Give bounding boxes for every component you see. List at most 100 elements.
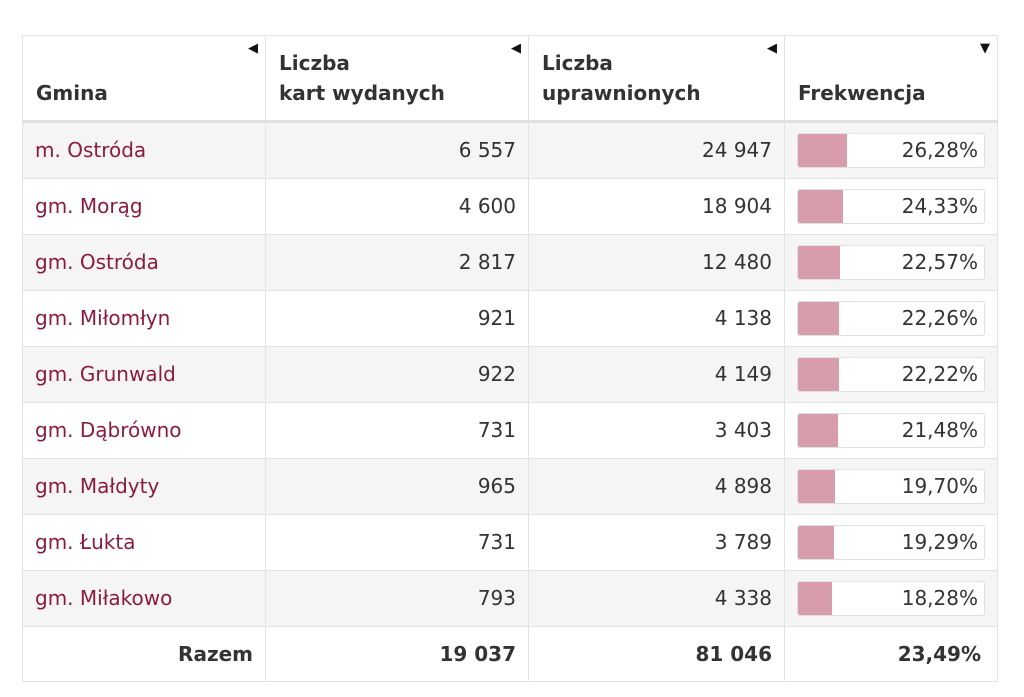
cell-uprawnieni: 18 904 [528,178,785,235]
column-header-uprawnieni[interactable]: Liczba uprawnionych ◀ [528,35,785,123]
turnout-value: 26,28% [901,138,978,162]
header-row: Gmina ◀ Liczba kart wydanych ◀ Liczba up… [22,35,998,123]
turnout-bar-fill [798,302,840,335]
gmina-link[interactable]: gm. Morąg [35,194,143,218]
turnout-bar-fill [798,134,847,167]
cell-frekwencja: 22,22% [784,346,998,403]
cell-gmina: gm. Miłomłyn [22,290,266,347]
cell-karty: 922 [265,346,529,403]
cell-uprawnieni: 4 338 [528,570,785,627]
cell-uprawnieni: 12 480 [528,234,785,291]
turnout-bar: 22,22% [797,357,985,392]
cell-frekwencja: 19,70% [784,458,998,515]
table-row: gm. Miłomłyn 921 4 138 22,26% [22,290,998,347]
turnout-bar: 21,48% [797,413,985,448]
column-header-label: Liczba kart wydanych [279,51,445,105]
cell-gmina: gm. Małdyty [22,458,266,515]
triangle-left-icon: ◀ [767,41,777,56]
cell-frekwencja: 26,28% [784,121,998,179]
triangle-left-icon: ◀ [248,41,258,56]
gmina-link[interactable]: gm. Miłakowo [35,586,173,610]
cell-karty: 965 [265,458,529,515]
cell-frekwencja: 21,48% [784,402,998,459]
turnout-value: 24,33% [901,194,978,218]
gmina-link[interactable]: gm. Łukta [35,530,136,554]
cell-karty: 6 557 [265,121,529,179]
cell-uprawnieni: 4 138 [528,290,785,347]
gmina-link[interactable]: m. Ostróda [35,138,147,162]
cell-frekwencja: 24,33% [784,178,998,235]
totals-karty: 19 037 [265,626,529,682]
totals-frekwencja: 23,49% [784,626,998,682]
turnout-bar: 22,26% [797,301,985,336]
turnout-value: 21,48% [901,418,978,442]
table-body: m. Ostróda 6 557 24 947 26,28% gm. Morąg 4 60… [22,121,998,627]
turnout-bar-fill [798,470,835,503]
cell-karty: 4 600 [265,178,529,235]
cell-uprawnieni: 4 149 [528,346,785,403]
turnout-value: 19,29% [901,530,978,554]
column-header-label: Frekwencja [798,81,926,105]
triangle-down-icon: ▼ [980,41,990,56]
cell-gmina: gm. Grunwald [22,346,266,403]
cell-gmina: gm. Dąbrówno [22,402,266,459]
cell-karty: 921 [265,290,529,347]
totals-uprawnieni: 81 046 [528,626,785,682]
totals-row: Razem 19 037 81 046 23,49% [22,626,998,682]
table-row: gm. Ostróda 2 817 12 480 22,57% [22,234,998,291]
column-header-gmina[interactable]: Gmina ◀ [22,35,266,123]
table-row: gm. Małdyty 965 4 898 19,70% [22,458,998,515]
turnout-bar-fill [798,246,840,279]
gmina-link[interactable]: gm. Małdyty [35,474,160,498]
turnout-value: 22,22% [901,362,978,386]
gmina-link[interactable]: gm. Ostróda [35,250,159,274]
cell-gmina: gm. Miłakowo [22,570,266,627]
cell-frekwencja: 22,57% [784,234,998,291]
gmina-link[interactable]: gm. Dąbrówno [35,418,182,442]
table-row: gm. Grunwald 922 4 149 22,22% [22,346,998,403]
turnout-bar-fill [798,414,838,447]
cell-karty: 731 [265,402,529,459]
cell-gmina: gm. Łukta [22,514,266,571]
table-row: gm. Łukta 731 3 789 19,29% [22,514,998,571]
turnout-bar-fill [798,358,840,391]
cell-frekwencja: 22,26% [784,290,998,347]
table-row: gm. Miłakowo 793 4 338 18,28% [22,570,998,627]
column-header-karty[interactable]: Liczba kart wydanych ◀ [265,35,529,123]
cell-karty: 793 [265,570,529,627]
table-header: Gmina ◀ Liczba kart wydanych ◀ Liczba up… [22,35,998,123]
turnout-bar-fill [798,526,834,559]
table-row: gm. Morąg 4 600 18 904 24,33% [22,178,998,235]
gmina-link[interactable]: gm. Grunwald [35,362,176,386]
cell-gmina: gm. Ostróda [22,234,266,291]
turnout-value: 18,28% [901,586,978,610]
table-footer: Razem 19 037 81 046 23,49% [22,626,998,682]
turnout-table: Gmina ◀ Liczba kart wydanych ◀ Liczba up… [22,35,998,682]
turnout-value: 19,70% [901,474,978,498]
turnout-bar: 19,70% [797,469,985,504]
cell-uprawnieni: 4 898 [528,458,785,515]
turnout-bar: 26,28% [797,133,985,168]
column-header-label: Liczba uprawnionych [542,51,701,105]
cell-uprawnieni: 3 789 [528,514,785,571]
totals-label: Razem [22,626,266,682]
turnout-bar: 18,28% [797,581,985,616]
turnout-value: 22,57% [901,250,978,274]
table-row: m. Ostróda 6 557 24 947 26,28% [22,121,998,179]
turnout-bar-fill [798,582,832,615]
cell-uprawnieni: 24 947 [528,121,785,179]
cell-uprawnieni: 3 403 [528,402,785,459]
turnout-bar-fill [798,190,844,223]
column-header-frekwencja[interactable]: Frekwencja ▼ [784,35,998,123]
cell-frekwencja: 18,28% [784,570,998,627]
triangle-left-icon: ◀ [511,41,521,56]
turnout-bar: 19,29% [797,525,985,560]
cell-karty: 731 [265,514,529,571]
column-header-label: Gmina [36,81,108,105]
turnout-value: 22,26% [901,306,978,330]
turnout-bar: 22,57% [797,245,985,280]
turnout-bar: 24,33% [797,189,985,224]
cell-frekwencja: 19,29% [784,514,998,571]
cell-gmina: gm. Morąg [22,178,266,235]
gmina-link[interactable]: gm. Miłomłyn [35,306,171,330]
